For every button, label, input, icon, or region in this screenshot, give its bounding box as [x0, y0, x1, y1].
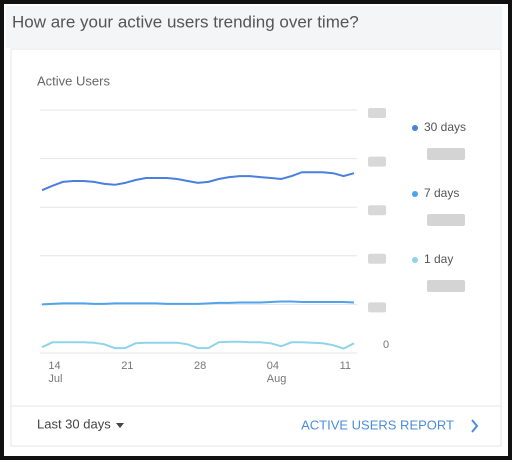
x-tick-label: 21: [121, 360, 133, 372]
series-line: [41, 171, 355, 192]
range-selector[interactable]: Last 30 days: [37, 416, 111, 431]
redacted-label: [368, 156, 386, 167]
x-tick-sublabel: Aug: [267, 373, 287, 385]
redacted-label: [368, 205, 386, 216]
dropdown-arrow[interactable]: [116, 423, 124, 428]
x-tick-sublabel: Jul: [48, 373, 62, 385]
redacted-label: [368, 108, 386, 118]
x-tick-label: 11: [340, 360, 351, 372]
redacted-label: [368, 253, 386, 264]
redacted-value: [427, 280, 465, 292]
link-chevron[interactable]: [471, 419, 479, 433]
legend-label: 1 day: [424, 252, 453, 266]
x-tick-label: 04: [267, 360, 279, 372]
x-tick-label: 14: [48, 360, 60, 372]
x-tick-label: 28: [194, 360, 206, 372]
legend-label: 7 days: [424, 186, 459, 200]
header: [6, 6, 502, 48]
series-line: [41, 300, 355, 306]
y-tick-label: 0: [383, 339, 389, 351]
header-title: How are your active users trending over …: [12, 12, 359, 31]
redacted-value: [427, 148, 465, 160]
legend-dot: [412, 191, 418, 197]
legend-label: 30 days: [424, 120, 466, 134]
series-line: [41, 340, 355, 350]
report-link[interactable]: ACTIVE USERS REPORT: [301, 417, 454, 432]
legend-dot: [412, 257, 418, 263]
redacted-value: [427, 214, 465, 226]
chart-title: Active Users: [37, 73, 110, 88]
redacted-label: [368, 302, 386, 313]
panel: [10, 48, 502, 447]
legend-dot: [412, 125, 418, 131]
